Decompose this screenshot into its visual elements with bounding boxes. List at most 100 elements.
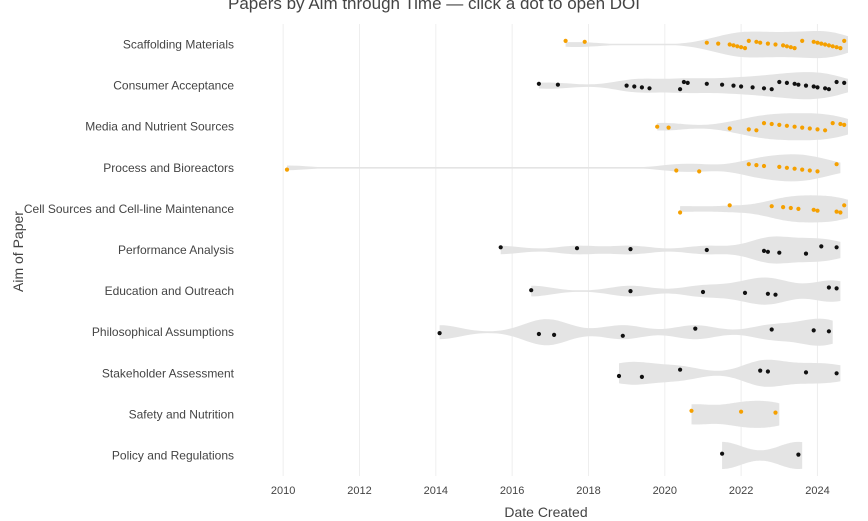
data-point[interactable] bbox=[819, 244, 824, 249]
data-point[interactable] bbox=[685, 80, 690, 85]
data-point[interactable] bbox=[769, 204, 774, 209]
data-point[interactable] bbox=[815, 169, 820, 174]
data-point[interactable] bbox=[784, 123, 790, 128]
data-point[interactable] bbox=[823, 42, 828, 47]
data-point[interactable] bbox=[777, 79, 782, 85]
data-point[interactable] bbox=[731, 43, 736, 48]
data-point[interactable] bbox=[811, 207, 816, 212]
data-point[interactable] bbox=[834, 286, 839, 291]
data-point[interactable] bbox=[536, 331, 542, 337]
data-point[interactable] bbox=[529, 288, 534, 293]
data-point[interactable] bbox=[742, 290, 748, 295]
data-point[interactable] bbox=[819, 41, 824, 46]
data-point[interactable] bbox=[552, 332, 557, 337]
data-point[interactable] bbox=[788, 205, 793, 211]
data-point[interactable] bbox=[838, 46, 843, 51]
data-point[interactable] bbox=[777, 122, 782, 127]
data-point[interactable] bbox=[773, 292, 778, 297]
data-point[interactable] bbox=[781, 43, 786, 48]
data-point[interactable] bbox=[792, 46, 797, 51]
data-point[interactable] bbox=[628, 247, 633, 252]
data-point[interactable] bbox=[834, 209, 839, 214]
data-point[interactable] bbox=[811, 328, 816, 333]
data-point[interactable] bbox=[739, 84, 744, 89]
data-point[interactable] bbox=[800, 38, 805, 44]
data-point[interactable] bbox=[807, 126, 812, 131]
data-point[interactable] bbox=[765, 249, 771, 254]
data-point[interactable] bbox=[769, 121, 774, 127]
data-point[interactable] bbox=[720, 82, 725, 87]
data-point[interactable] bbox=[536, 81, 542, 86]
data-point[interactable] bbox=[834, 162, 839, 167]
data-point[interactable] bbox=[803, 251, 809, 256]
data-point[interactable] bbox=[746, 38, 751, 44]
data-point[interactable] bbox=[678, 87, 683, 92]
data-point[interactable] bbox=[792, 81, 797, 86]
data-point[interactable] bbox=[834, 45, 839, 50]
data-point[interactable] bbox=[647, 86, 652, 91]
data-point[interactable] bbox=[498, 245, 503, 250]
data-point[interactable] bbox=[720, 451, 725, 456]
data-point[interactable] bbox=[746, 162, 751, 167]
data-point[interactable] bbox=[666, 125, 671, 130]
data-point[interactable] bbox=[761, 248, 767, 253]
data-point[interactable] bbox=[735, 44, 740, 49]
data-point[interactable] bbox=[678, 210, 683, 215]
data-point[interactable] bbox=[781, 205, 786, 210]
data-point[interactable] bbox=[830, 44, 835, 49]
data-point[interactable] bbox=[792, 124, 797, 129]
data-point[interactable] bbox=[826, 285, 832, 290]
data-point[interactable] bbox=[800, 125, 805, 130]
data-point[interactable] bbox=[731, 83, 736, 88]
data-point[interactable] bbox=[788, 45, 793, 50]
data-point[interactable] bbox=[815, 40, 820, 45]
data-point[interactable] bbox=[784, 165, 790, 170]
data-point[interactable] bbox=[842, 38, 847, 44]
data-point[interactable] bbox=[761, 163, 767, 169]
data-point[interactable] bbox=[803, 370, 809, 375]
data-point[interactable] bbox=[739, 45, 744, 50]
data-point[interactable] bbox=[727, 42, 732, 47]
data-point[interactable] bbox=[796, 82, 801, 87]
data-point[interactable] bbox=[632, 84, 637, 89]
data-point[interactable] bbox=[628, 289, 633, 294]
data-point[interactable] bbox=[773, 42, 778, 47]
data-point[interactable] bbox=[842, 203, 847, 208]
data-point[interactable] bbox=[639, 374, 645, 379]
data-point[interactable] bbox=[555, 82, 561, 87]
data-point[interactable] bbox=[754, 163, 759, 168]
data-point[interactable] bbox=[777, 250, 782, 255]
data-point[interactable] bbox=[742, 46, 748, 51]
data-point[interactable] bbox=[574, 246, 580, 251]
data-point[interactable] bbox=[815, 127, 820, 132]
data-point[interactable] bbox=[826, 329, 832, 334]
data-point[interactable] bbox=[616, 373, 622, 379]
data-point[interactable] bbox=[823, 86, 828, 91]
data-point[interactable] bbox=[784, 80, 790, 85]
data-point[interactable] bbox=[582, 39, 587, 44]
data-point[interactable] bbox=[815, 85, 820, 90]
data-point[interactable] bbox=[838, 121, 843, 127]
data-point[interactable] bbox=[815, 208, 820, 213]
data-point[interactable] bbox=[777, 164, 782, 169]
data-point[interactable] bbox=[754, 128, 759, 133]
data-point[interactable] bbox=[678, 367, 683, 372]
data-point[interactable] bbox=[773, 410, 778, 415]
data-point[interactable] bbox=[620, 333, 625, 338]
data-point[interactable] bbox=[838, 210, 843, 215]
data-point[interactable] bbox=[830, 121, 835, 126]
data-point[interactable] bbox=[765, 369, 771, 374]
data-point[interactable] bbox=[823, 128, 828, 133]
data-point[interactable] bbox=[807, 168, 812, 173]
data-point[interactable] bbox=[800, 167, 805, 172]
data-point[interactable] bbox=[784, 44, 790, 49]
data-point[interactable] bbox=[704, 81, 709, 86]
data-point[interactable] bbox=[563, 38, 568, 44]
data-point[interactable] bbox=[727, 203, 732, 208]
data-point[interactable] bbox=[811, 39, 816, 44]
data-point[interactable] bbox=[758, 40, 763, 45]
data-point[interactable] bbox=[716, 41, 721, 46]
data-point[interactable] bbox=[624, 83, 629, 88]
data-point[interactable] bbox=[437, 331, 442, 336]
data-point[interactable] bbox=[689, 408, 694, 413]
